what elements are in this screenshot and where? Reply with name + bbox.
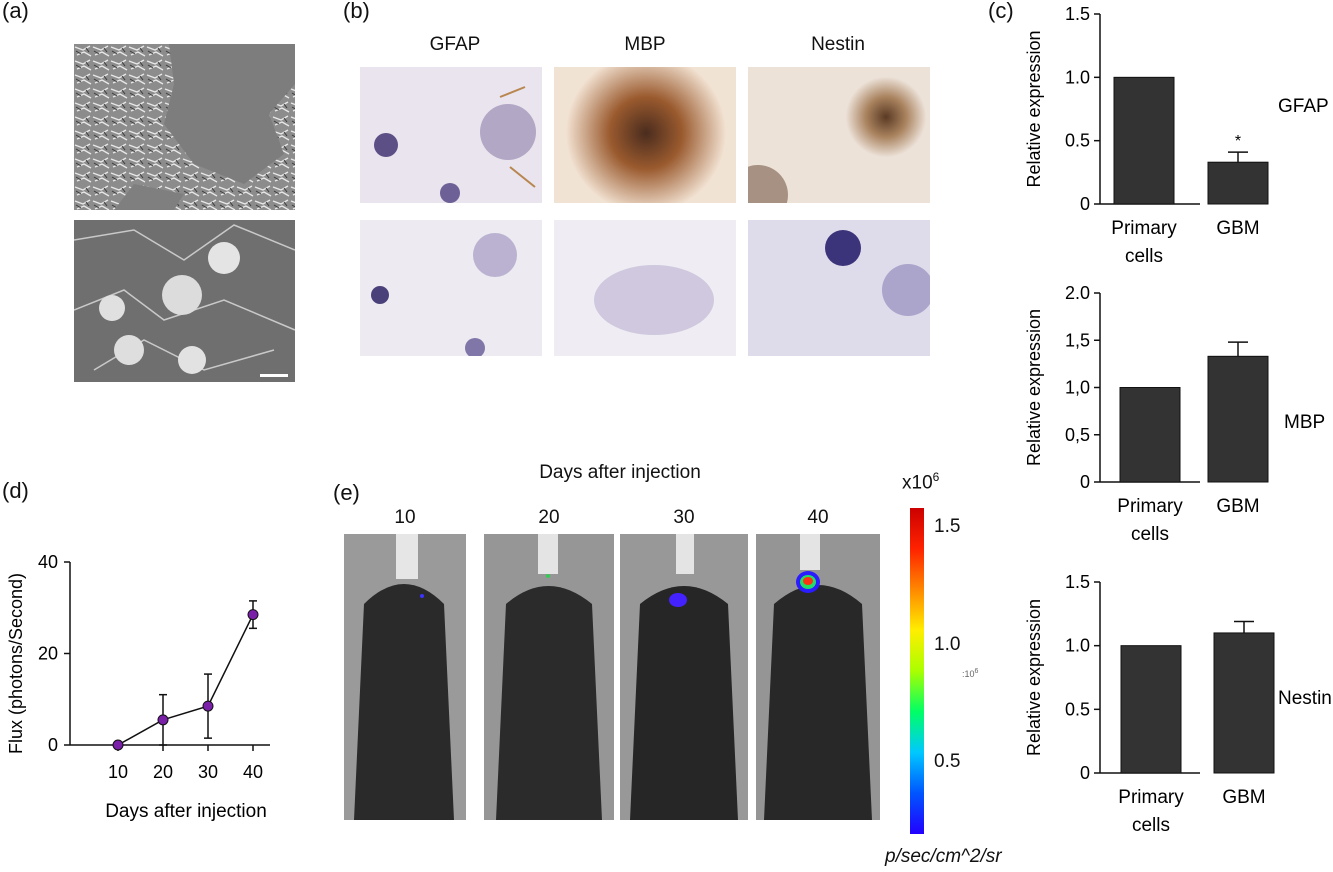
chart-d: 0 20 40 10 20 30 40 Days after injection Flux (p…	[6, 552, 270, 822]
x-tick-label: 20	[153, 762, 173, 782]
chart-c3: 0 0.5 1.0 1.5 Relative expression Primary cell…	[1024, 572, 1332, 836]
data-point	[202, 700, 214, 712]
x-tick-label: 40	[243, 762, 263, 782]
y-tick-label: 20	[38, 644, 58, 664]
mouse-image-day20	[484, 534, 614, 820]
panel-e-title: Days after injection	[539, 462, 701, 483]
x-tick-label: cells	[1125, 246, 1163, 267]
ihc-nestin-control	[748, 220, 930, 356]
mouse-image-day40	[756, 534, 880, 820]
x-tick-label: GBM	[1216, 218, 1259, 239]
colorbar-multiplier: x106	[902, 470, 940, 494]
panel-label-a: (a)	[2, 0, 29, 23]
y-tick-label: 0	[1080, 472, 1090, 492]
ihc-col-gfap: GFAP	[429, 34, 481, 55]
y-tick-label: 0	[1080, 194, 1090, 214]
micrograph-top	[74, 44, 295, 210]
x-tick-label: Primary	[1118, 787, 1184, 808]
ihc-col-nestin: Nestin	[811, 34, 865, 55]
data-point	[157, 714, 169, 726]
colorbar-side-note: :106	[962, 668, 979, 679]
day-label-40: 40	[807, 507, 829, 528]
colorbar-gradient	[910, 508, 924, 834]
x-tick-label: cells	[1132, 815, 1170, 836]
y-tick-label: 1.0	[1065, 636, 1090, 656]
ihc-nestin-stained	[748, 67, 930, 203]
bar	[1119, 387, 1181, 483]
ihc-gfap-stained	[360, 67, 542, 203]
x-tick-label: cells	[1131, 524, 1169, 545]
y-tick-label: 1.5	[1065, 4, 1090, 24]
bar	[1207, 355, 1269, 483]
series-side-label: GFAP	[1278, 96, 1329, 117]
y-tick-label: 0.5	[1065, 699, 1090, 719]
colorbar-tick-1-5: 1.5	[934, 516, 961, 537]
x-tick-label: Primary	[1117, 496, 1183, 517]
mouse-image-day30	[620, 534, 748, 820]
chart-c1: 0 0.5 1.0 1.5 Relative expression Primary cell…	[1024, 4, 1329, 267]
x-axis-label: Days after injection	[105, 801, 267, 822]
panel-label-e: (e)	[333, 480, 360, 505]
chart-c2: 0 0,5 1,0 1,5 2.0 Relative expression Primary c…	[1024, 285, 1325, 545]
ihc-mbp-stained	[554, 67, 736, 203]
panel-label-d: (d)	[2, 478, 29, 503]
y-tick-label: 1.5	[1065, 572, 1090, 592]
series-line	[117, 614, 254, 746]
y-tick-label: 0.5	[1065, 131, 1090, 151]
y-axis-label: Flux (photons/Second)	[6, 573, 26, 754]
day-label-10: 10	[394, 507, 416, 528]
bar	[1213, 632, 1275, 774]
y-tick-label: 0	[48, 735, 58, 755]
mouse-image-day10	[344, 534, 466, 820]
y-axis-label: Relative expression	[1024, 599, 1044, 756]
day-label-20: 20	[538, 507, 560, 528]
day-label-30: 30	[673, 507, 695, 528]
panel-label-c: (c)	[988, 0, 1014, 23]
colorbar-tick-1-0: 1.0	[934, 634, 961, 655]
y-tick-label: 40	[38, 552, 58, 572]
y-axis-label: Relative expression	[1024, 309, 1044, 466]
y-tick-label: 0	[1080, 763, 1090, 783]
x-tick-label: Primary	[1111, 218, 1177, 239]
panel-label-b: (b)	[343, 0, 370, 23]
x-tick-label: 30	[198, 762, 218, 782]
y-tick-label: 1,0	[1065, 378, 1090, 398]
bar	[1120, 645, 1182, 774]
data-point	[247, 609, 259, 621]
data-point	[112, 739, 124, 751]
y-tick-label: 0,5	[1065, 425, 1090, 445]
x-tick-label: GBM	[1222, 787, 1265, 808]
y-tick-label: 2.0	[1065, 285, 1090, 303]
colorbar-tick-0-5: 0.5	[934, 751, 961, 772]
bar	[1207, 161, 1269, 205]
bar	[1113, 76, 1175, 205]
ihc-col-mbp: MBP	[624, 34, 666, 55]
x-tick-label: 10	[108, 762, 128, 782]
ihc-mbp-control	[554, 220, 736, 356]
ihc-gfap-control	[360, 220, 542, 356]
significance-marker: *	[1235, 133, 1241, 150]
colorbar-units: p/sec/cm^2/sr	[885, 846, 1002, 867]
y-tick-label: 1,5	[1065, 330, 1090, 350]
x-tick-label: GBM	[1216, 496, 1259, 517]
series-side-label: MBP	[1284, 412, 1325, 433]
micrograph-bottom	[74, 220, 295, 382]
y-axis-label: Relative expression	[1024, 30, 1044, 187]
y-tick-label: 1.0	[1065, 67, 1090, 87]
series-side-label: Nestin	[1278, 688, 1332, 709]
